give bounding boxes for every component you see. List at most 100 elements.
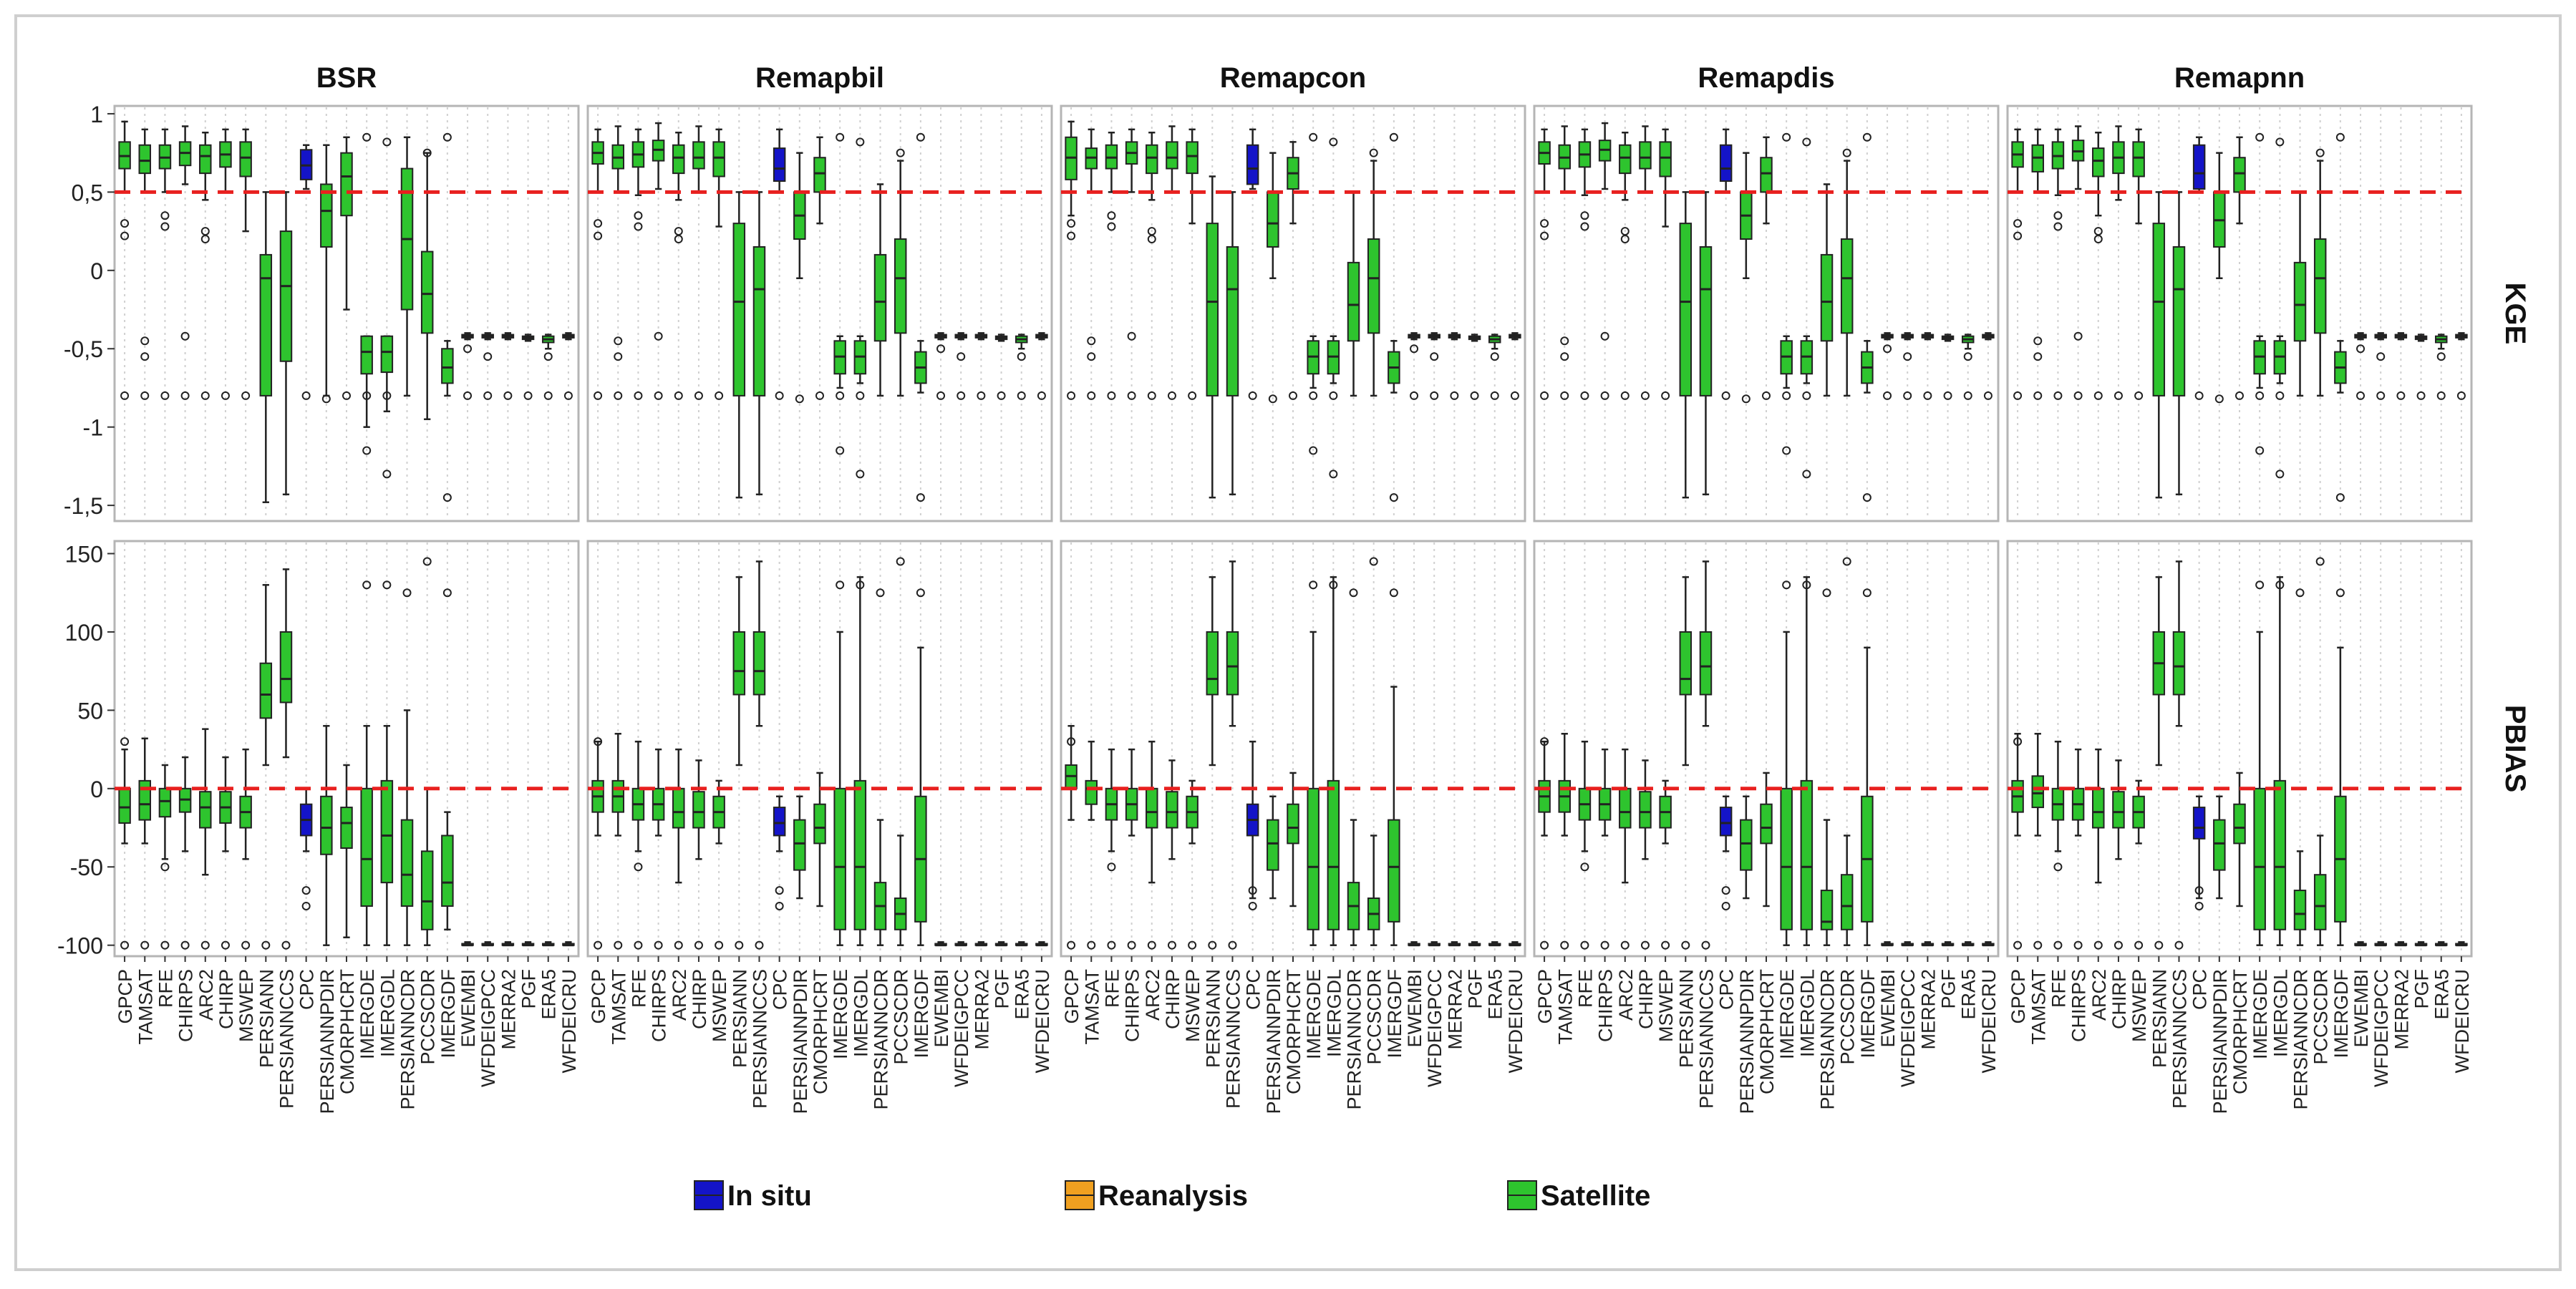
- row-label-pbias: PBIAS: [2499, 705, 2531, 792]
- outlier-point: [2255, 580, 2265, 590]
- outlier-point: [2194, 391, 2204, 400]
- outlier-point: [2013, 737, 2023, 746]
- outlier-point: [120, 219, 130, 228]
- outlier-point: [1661, 940, 1670, 950]
- outlier-point: [2376, 352, 2386, 361]
- outlier-point: [775, 391, 784, 400]
- x-tick-label-era5: ERA5: [2431, 969, 2453, 1020]
- outlier-point: [2335, 493, 2345, 502]
- box-tamsat: [1085, 779, 1098, 805]
- outlier-point: [1107, 862, 1116, 872]
- outlier-point: [2134, 940, 2144, 950]
- box-cpc: [2192, 807, 2206, 840]
- outlier-point: [1802, 391, 1811, 400]
- x-tick-label-chirps: CHIRPS: [649, 969, 670, 1042]
- outlier-point: [654, 940, 663, 950]
- outlier-point: [1721, 391, 1730, 400]
- x-tick-label-gpcp: GPCP: [2008, 969, 2029, 1024]
- outlier-point: [594, 219, 603, 228]
- outlier-point: [1107, 391, 1116, 400]
- x-tick-label-chirp: CHIRP: [2108, 969, 2130, 1029]
- outlier-point: [1017, 352, 1026, 361]
- outlier-point: [2315, 148, 2325, 157]
- outlier-point: [1510, 391, 1519, 400]
- x-tick-label-tamsat: TAMSAT: [2028, 969, 2049, 1045]
- x-tick-label-persiannccs: PERSIANNCCS: [2169, 969, 2190, 1109]
- y-tick-label: -100: [57, 933, 103, 959]
- box-persiannccs: [2172, 245, 2186, 397]
- x-tick-label-wfdeicru: WFDEICRU: [1032, 969, 1053, 1073]
- outlier-point: [1963, 352, 1972, 361]
- box-persianncdr: [1347, 261, 1360, 342]
- x-tick-label-chirps: CHIRPS: [1595, 969, 1617, 1042]
- x-tick-label-chirps: CHIRPS: [175, 969, 197, 1042]
- x-tick-label-imergdf: IMERGDF: [911, 969, 932, 1059]
- outlier-point: [120, 940, 130, 950]
- outlier-point: [1580, 211, 1589, 220]
- x-tick-label-wfdeigpcc: WFDEIGPCC: [2371, 969, 2392, 1087]
- box-arc2: [199, 144, 212, 175]
- outlier-point: [674, 940, 683, 950]
- outlier-point: [916, 588, 925, 598]
- outlier-point: [281, 940, 291, 950]
- outlier-point: [503, 391, 513, 400]
- box-cmorphcrt: [813, 803, 826, 845]
- outlier-point: [856, 137, 865, 147]
- box-cpc: [2192, 144, 2206, 190]
- outlier-point: [483, 391, 493, 400]
- box-persianncdr: [2293, 890, 2307, 930]
- outlier-point: [1087, 940, 1096, 950]
- box-imergde: [1307, 787, 1320, 930]
- x-tick-label-persiann: PERSIANN: [1202, 969, 1224, 1068]
- box-persiann: [1206, 631, 1219, 696]
- x-tick-label-merra2: MERRA2: [498, 969, 519, 1050]
- outlier-point: [936, 344, 946, 354]
- x-tick-label-persiannpdir: PERSIANNPDIR: [1263, 969, 1284, 1114]
- box-arc2: [672, 787, 685, 829]
- y-tick-label: 0: [90, 258, 103, 284]
- outlier-point: [634, 391, 643, 400]
- x-tick-label-imergdf: IMERGDF: [1384, 969, 1405, 1059]
- box-imergde: [1780, 787, 1793, 930]
- outlier-point: [200, 235, 210, 244]
- outlier-point: [1127, 940, 1136, 950]
- outlier-point: [634, 862, 643, 872]
- box-persiannpdir: [793, 819, 806, 871]
- outlier-point: [1349, 588, 1358, 598]
- outlier-point: [1369, 148, 1378, 157]
- x-tick-label-cpc: CPC: [2189, 969, 2211, 1010]
- box-imergde: [2253, 787, 2266, 930]
- outlier-point: [836, 391, 845, 400]
- x-tick-label-merra2: MERRA2: [1917, 969, 1939, 1050]
- box-imergde: [360, 335, 373, 375]
- outlier-point: [795, 394, 804, 404]
- x-tick-label-wfdeicru: WFDEICRU: [1978, 969, 2000, 1073]
- box-cpc: [1246, 144, 1259, 185]
- outlier-point: [1167, 391, 1176, 400]
- outlier-point: [1067, 737, 1076, 746]
- outlier-point: [1450, 391, 1459, 400]
- outlier-point: [1661, 391, 1670, 400]
- x-tick-label-era5: ERA5: [538, 969, 560, 1020]
- x-tick-label-era5: ERA5: [1958, 969, 1980, 1020]
- outlier-point: [1600, 391, 1609, 400]
- x-tick-label-mswep: MSWEP: [1655, 969, 1677, 1042]
- box-pccscdr: [420, 850, 434, 930]
- outlier-point: [1147, 391, 1156, 400]
- x-tick-label-tamsat: TAMSAT: [608, 969, 629, 1045]
- outlier-point: [1802, 470, 1811, 479]
- box-persiannpdir: [1267, 191, 1279, 248]
- outlier-point: [916, 132, 925, 142]
- outlier-point: [2033, 352, 2043, 361]
- outlier-point: [1640, 940, 1650, 950]
- x-tick-label-wfdeigpcc: WFDEIGPCC: [478, 969, 499, 1087]
- outlier-point: [2053, 391, 2063, 400]
- outlier-point: [2053, 222, 2063, 231]
- x-tick-label-gpcp: GPCP: [1534, 969, 1556, 1024]
- outlier-point: [1228, 940, 1237, 950]
- outlier-point: [1309, 132, 1318, 142]
- box-tamsat: [138, 779, 152, 821]
- x-tick-label-wfdeigpcc: WFDEIGPCC: [1897, 969, 1919, 1087]
- outlier-point: [856, 391, 865, 400]
